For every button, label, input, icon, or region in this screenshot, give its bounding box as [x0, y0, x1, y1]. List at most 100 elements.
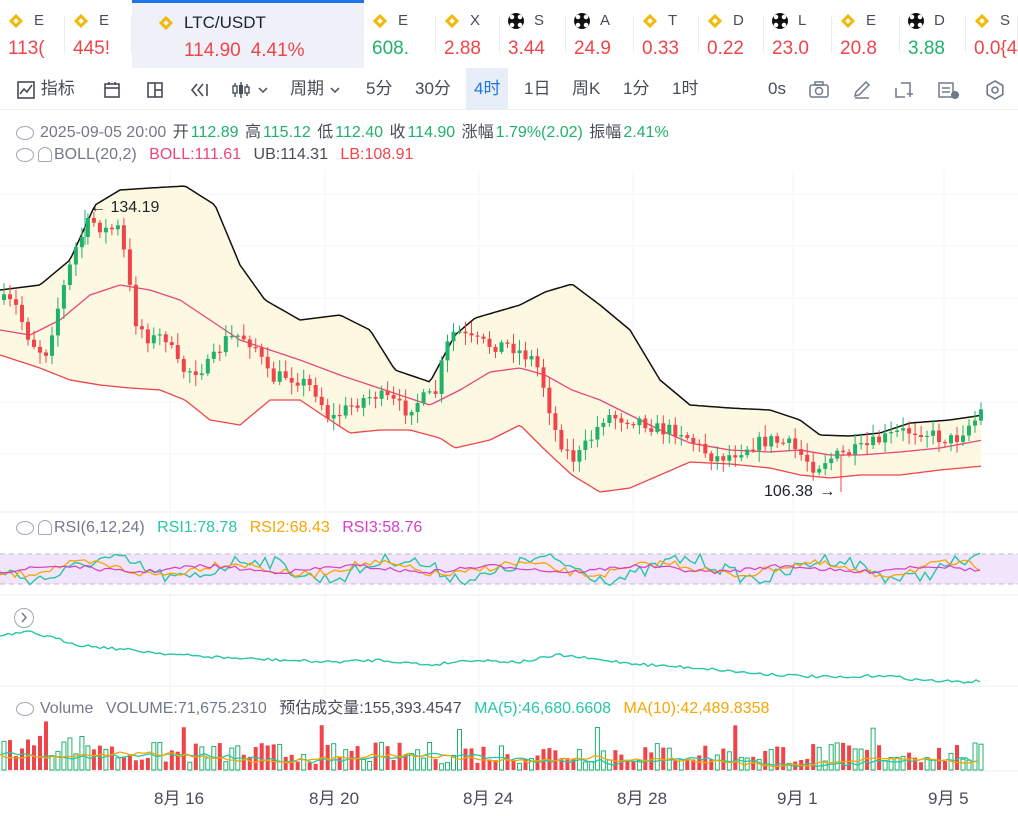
ohlc-datetime: 2025-09-05 20:00 — [40, 124, 167, 141]
candle-body — [391, 395, 396, 399]
candle-body — [919, 435, 924, 437]
candle-body — [319, 396, 324, 406]
candle-body — [235, 335, 240, 337]
replay-button[interactable] — [188, 68, 210, 110]
ticker-item[interactable]: S 3.44 — [500, 0, 566, 68]
amplitude-label: 振幅 — [589, 124, 622, 141]
draw-button[interactable] — [851, 68, 873, 110]
chevron-right-icon — [21, 612, 28, 623]
ticker-item[interactable]: E 113( — [0, 0, 65, 68]
candle-body — [427, 391, 432, 393]
interval-4h[interactable]: 4时 — [466, 68, 509, 110]
volume-bar — [816, 746, 822, 771]
open-value: 112.89 — [190, 124, 239, 141]
candle-body — [679, 435, 684, 437]
candle-body — [379, 390, 384, 399]
candle-body — [139, 326, 144, 330]
volume-bar — [966, 759, 972, 771]
calendar-button[interactable] — [102, 68, 122, 110]
ticker-symbol-row: E — [8, 12, 44, 29]
rewind-icon — [190, 83, 208, 97]
sub-indicator-line — [0, 630, 981, 684]
ticker-item[interactable]: D 3.88 — [900, 0, 966, 68]
period-dropdown[interactable]: 周期 — [290, 68, 341, 110]
bell-icon[interactable] — [38, 147, 52, 163]
collapse-icon[interactable] — [16, 701, 34, 716]
volume-bar — [960, 758, 966, 771]
screenshot-button[interactable] — [808, 68, 830, 110]
candle-body — [187, 371, 192, 373]
candle-body — [937, 430, 941, 442]
bell-icon[interactable] — [38, 520, 52, 536]
volume-bar — [391, 759, 396, 770]
ticker-item[interactable]: X 2.88 — [436, 0, 500, 68]
rsi-band — [0, 554, 1018, 584]
volume-bar — [319, 725, 324, 770]
candle-body — [403, 400, 408, 416]
indicators-button[interactable]: 指标 — [16, 68, 75, 110]
ticker-symbol-row: A — [574, 12, 610, 29]
interval-1d[interactable]: 1日 — [524, 79, 551, 98]
x-axis-label: 8月 24 — [463, 789, 514, 808]
ticker-item[interactable]: E 20.8 — [832, 0, 900, 68]
ticker-symbol-row: D — [908, 12, 945, 29]
candle-body — [883, 433, 888, 443]
collapse-icon[interactable] — [16, 520, 34, 535]
volume-bar — [529, 758, 534, 771]
candle-body — [787, 438, 792, 443]
candle-body — [205, 358, 210, 374]
ticker-price-row: 23.0 — [772, 38, 809, 60]
volume-bar — [559, 758, 564, 770]
volume-bar — [870, 727, 876, 771]
chevron-down-icon — [258, 86, 268, 93]
candle-body — [697, 443, 702, 445]
candle-body — [943, 442, 947, 444]
ticker-item[interactable]: D 0.22 — [699, 0, 764, 68]
ticker-item[interactable]: T 0.33 — [634, 0, 699, 68]
add-drawing-button[interactable] — [893, 68, 915, 110]
interval-30m[interactable]: 30分 — [415, 79, 451, 98]
ticker-item[interactable]: L 23.0 — [764, 0, 832, 68]
volume-bar — [481, 746, 486, 770]
interval-1w[interactable]: 周K — [572, 79, 601, 98]
drawing-tools-button[interactable] — [937, 68, 961, 110]
ticker-price: 608. — [372, 38, 409, 59]
volume-bar — [163, 761, 168, 770]
candle-body — [133, 284, 138, 327]
ticker-item[interactable]: E 608. — [364, 0, 436, 68]
candle-body — [451, 331, 456, 342]
layout-icon — [147, 81, 163, 98]
candle-body — [829, 458, 834, 464]
hide-icon[interactable] — [16, 125, 34, 140]
ticker-price: 0.0{4 — [974, 38, 1018, 59]
ticker-item[interactable]: A 24.9 — [566, 0, 634, 68]
gear-icon — [986, 79, 1004, 100]
volume-bar — [175, 751, 180, 770]
interval-5m[interactable]: 5分 — [366, 79, 393, 98]
ticker-symbol: E — [99, 12, 110, 29]
ticker-price: 23.0 — [772, 38, 809, 59]
chart-type-dropdown[interactable] — [230, 68, 269, 110]
settings-button[interactable] — [984, 68, 1006, 110]
candle-body — [769, 436, 774, 447]
ticker-item[interactable]: LTC/USDT 114.90 4.41% — [132, 0, 364, 68]
expand-pane-button[interactable] — [14, 608, 34, 628]
volume-bar — [937, 747, 941, 770]
volume-bar — [582, 761, 588, 771]
x-axis-label: 9月 1 — [777, 789, 818, 808]
interval-1m[interactable]: 1分 — [623, 79, 650, 98]
collapse-icon[interactable] — [16, 147, 34, 162]
candle-body — [229, 336, 234, 338]
candle-body — [835, 450, 840, 459]
volume-bar — [625, 759, 630, 770]
volume-bar — [643, 747, 648, 770]
ticker-item[interactable]: E 445! — [65, 0, 132, 68]
candle-body — [481, 336, 486, 339]
candle-body — [67, 264, 72, 285]
interval-1h[interactable]: 1时 — [672, 79, 699, 98]
volume-bar — [313, 763, 318, 770]
layout-button[interactable] — [145, 68, 165, 110]
volume-bar — [955, 745, 959, 770]
ticker-divider — [64, 16, 65, 52]
